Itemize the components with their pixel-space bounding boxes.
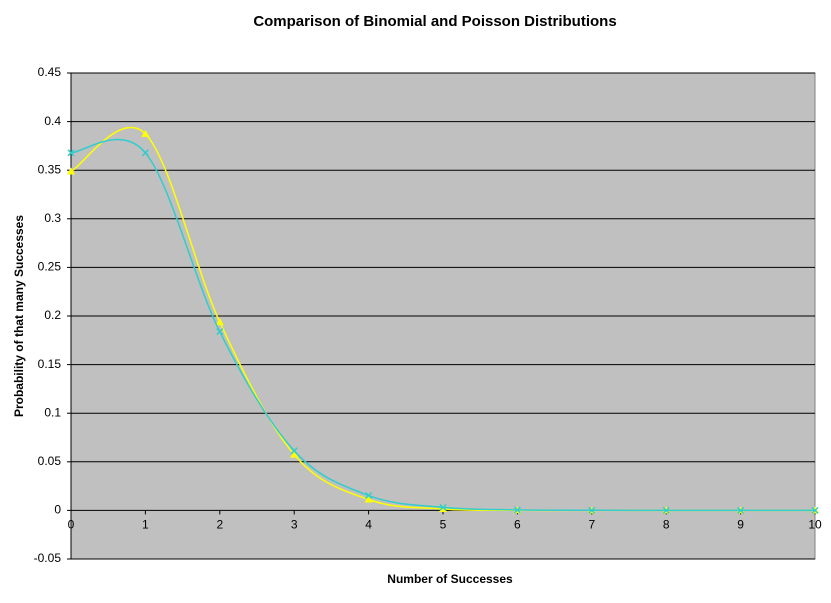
marker	[216, 328, 224, 336]
marker	[141, 149, 149, 157]
marker	[662, 506, 670, 514]
chart-title: Comparison of Binomial and Poisson Distr…	[253, 13, 616, 30]
y-tick-label: 0.25	[38, 260, 62, 274]
marker	[364, 495, 373, 503]
x-tick-label: 5	[440, 518, 447, 532]
y-tick-label: 0.45	[38, 65, 62, 79]
y-axis-label: Probability of that many Successes	[12, 215, 26, 417]
marker	[67, 149, 75, 157]
marker	[141, 129, 150, 137]
y-tick-label: 0.05	[38, 454, 62, 468]
marker	[290, 447, 298, 455]
marker	[439, 503, 447, 511]
y-tick-label: 0.3	[44, 211, 61, 225]
marker	[290, 450, 299, 458]
y-tick-label: 0	[54, 503, 61, 517]
series-line	[70, 138, 815, 512]
x-tick-label: 6	[514, 518, 521, 532]
x-tick-label: 0	[68, 518, 75, 532]
x-tick-label: 10	[808, 518, 822, 532]
y-tick-label: 0.4	[44, 114, 61, 128]
marker	[811, 506, 819, 514]
x-tick-label: 8	[663, 518, 670, 532]
x-tick-label: 4	[365, 518, 372, 532]
marker	[67, 167, 75, 175]
y-tick-label: 0.1	[44, 405, 61, 419]
marker	[513, 506, 521, 514]
marker	[737, 506, 745, 514]
x-tick-label: 7	[588, 518, 595, 532]
x-axis-label: Number of Successes	[387, 572, 513, 586]
y-tick-label: 0.2	[44, 308, 61, 322]
y-tick-label: 0.15	[38, 357, 62, 371]
x-tick-label: 3	[291, 518, 298, 532]
x-tick-label: 1	[142, 518, 149, 532]
marker	[588, 506, 596, 514]
marker	[365, 491, 373, 500]
y-tick-label: 0.35	[38, 162, 62, 176]
x-tick-label: 2	[216, 518, 223, 532]
x-tick-label: 9	[737, 518, 744, 532]
marker	[215, 318, 224, 326]
y-tick-label: -0.05	[34, 551, 62, 565]
